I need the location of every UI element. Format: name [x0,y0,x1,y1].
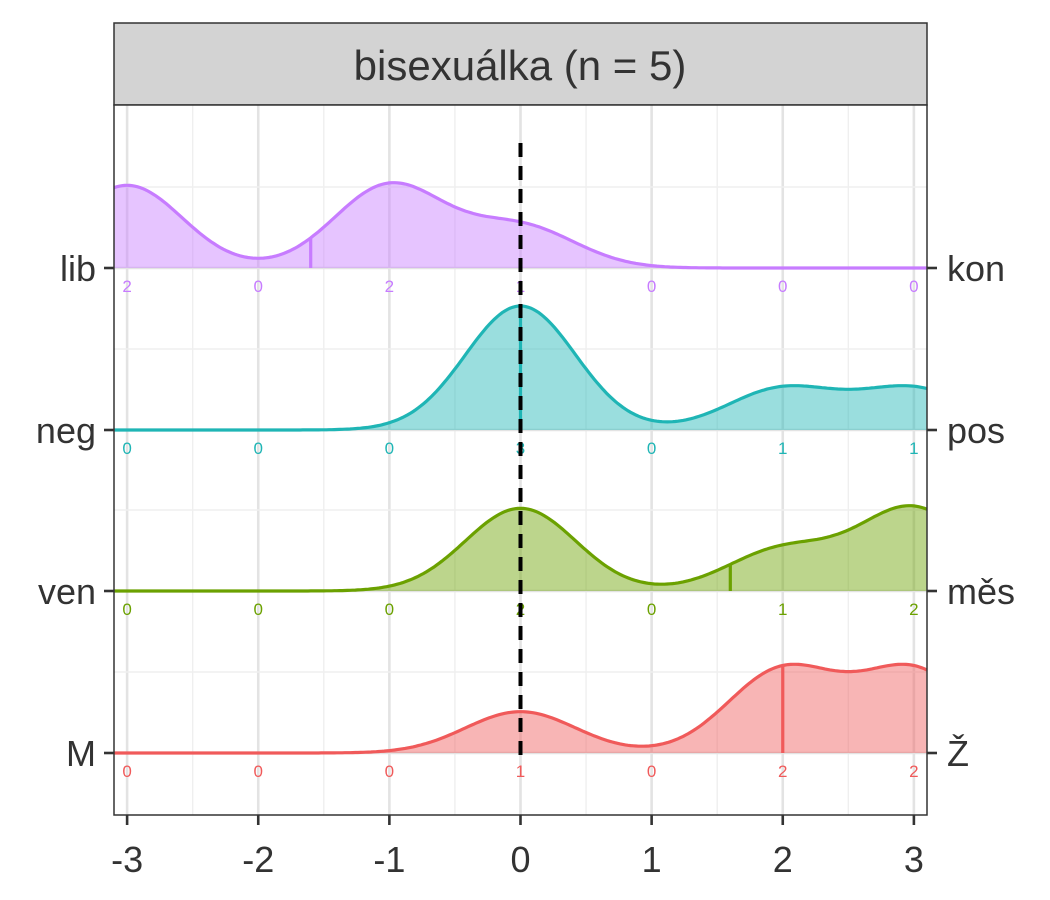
y-label-right: měs [947,571,1015,612]
count-label: 0 [647,762,656,781]
x-tick-label: -3 [111,839,143,880]
panel-title: bisexuálka (n = 5) [354,42,687,89]
count-label: 0 [254,277,263,296]
count-label: 0 [254,439,263,458]
count-label: 1 [516,762,525,781]
count-label: 0 [778,277,787,296]
x-tick-label: 2 [773,839,793,880]
count-label: 0 [385,600,394,619]
count-label: 0 [122,439,131,458]
y-label-left: ven [38,571,96,612]
count-label: 1 [909,439,918,458]
y-label-left: neg [36,410,96,451]
count-label: 0 [254,600,263,619]
count-label: 1 [778,439,787,458]
x-tick-label: 1 [642,839,662,880]
density-area-ven [114,505,927,591]
count-label: 0 [647,439,656,458]
y-label-right: kon [947,248,1005,289]
count-label: 2 [778,762,787,781]
panel-strip [113,22,928,106]
count-label: 0 [122,762,131,781]
count-label: 2 [909,600,918,619]
density-area-M [114,664,927,753]
y-axis: lib kon neg pos ven měs M Ž [36,248,1015,774]
density-line-ven [114,504,928,593]
count-label: 2 [122,277,131,296]
count-label: 0 [647,600,656,619]
count-label: 0 [254,762,263,781]
x-tick-label: 3 [904,839,924,880]
count-label: 0 [122,600,131,619]
count-label: 0 [647,277,656,296]
y-label-right: pos [947,410,1005,451]
count-label: 2 [385,277,394,296]
x-tick-label: -1 [373,839,405,880]
count-label: 2 [909,762,918,781]
y-label-right: Ž [947,733,969,774]
x-tick-label: -2 [242,839,274,880]
count-label: 0 [909,277,918,296]
count-label: 0 [385,762,394,781]
y-label-left: M [66,733,96,774]
count-label: 1 [778,600,787,619]
x-axis: -3 -2 -1 0 1 2 3 [111,815,924,880]
density-line-M [114,662,928,755]
count-label: 0 [385,439,394,458]
x-tick-label: 0 [510,839,530,880]
y-label-left: lib [60,248,96,289]
